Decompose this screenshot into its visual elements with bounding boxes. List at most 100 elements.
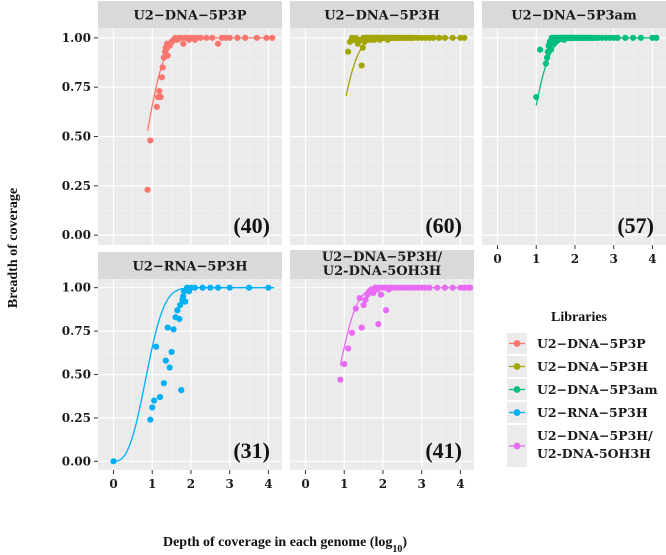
panel-u2-dna-5p3am: U2−DNA−5P3am (57) 0 1 2 3 4 bbox=[482, 1, 666, 266]
data-point bbox=[653, 34, 660, 41]
data-point bbox=[177, 301, 184, 309]
y-tick-label: 0.00 bbox=[62, 228, 91, 242]
data-point bbox=[253, 34, 260, 41]
data-point bbox=[226, 284, 233, 291]
data-point bbox=[341, 360, 348, 368]
facet-strip-label: U2−DNA−5P3H/ bbox=[322, 250, 443, 265]
data-point bbox=[547, 46, 555, 53]
legend-key-point bbox=[513, 363, 521, 370]
data-point bbox=[209, 34, 216, 41]
data-point bbox=[614, 34, 621, 41]
legend-label: U2−DNA−5P3am bbox=[537, 382, 658, 397]
panel-u2-rna-5p3h: U2−RNA−5P3H (31) 0.00 0.25 0.50 0.75 1.00 0 1 2 3 4 bbox=[62, 252, 282, 491]
data-point bbox=[182, 298, 189, 305]
x-tick-label: 4 bbox=[648, 252, 656, 266]
library-count: (31) bbox=[233, 438, 270, 463]
x-tick-label: 1 bbox=[148, 477, 156, 491]
data-point bbox=[345, 345, 352, 352]
y-tick-label: 0.00 bbox=[62, 454, 91, 468]
data-point bbox=[345, 48, 352, 55]
data-point bbox=[263, 34, 270, 41]
x-tick-label: 3 bbox=[418, 477, 426, 491]
legend-label: U2−DNA−5P3H bbox=[537, 359, 648, 374]
data-point bbox=[147, 416, 154, 423]
data-point bbox=[434, 284, 441, 291]
data-point bbox=[214, 284, 222, 291]
data-point bbox=[269, 34, 276, 41]
data-point bbox=[149, 404, 156, 411]
data-point bbox=[348, 329, 356, 336]
data-point bbox=[170, 326, 177, 333]
legend: Libraries U2−DNA−5P3P U2−DNA−5P3H U2−DNA−5P… bbox=[507, 310, 658, 467]
data-point bbox=[153, 343, 160, 350]
data-point bbox=[176, 315, 183, 323]
panel-u2-dna-5p3p: U2−DNA−5P3P (40) 0.00 0.25 0.50 0.75 1.00 bbox=[62, 1, 282, 245]
data-point bbox=[214, 40, 222, 47]
data-point bbox=[159, 64, 166, 71]
library-count: (60) bbox=[425, 213, 462, 238]
x-tick-label: 0 bbox=[109, 477, 117, 491]
facet-strip bbox=[98, 1, 282, 28]
data-point bbox=[180, 40, 187, 47]
data-point bbox=[629, 34, 637, 41]
data-point bbox=[197, 34, 204, 41]
data-point bbox=[358, 324, 365, 331]
legend-item-u2-dna-5p3am: U2−DNA−5P3am bbox=[507, 379, 658, 400]
data-point bbox=[375, 321, 382, 328]
panel-u2-dna-5p3h: U2−DNA−5P3H/U2-DNA-5OH3H (41) 0 1 2 3 4 bbox=[290, 250, 474, 491]
x-axis-title: Depth of coverage in each genome (log10) bbox=[163, 535, 407, 555]
y-tick-label: 0.50 bbox=[62, 368, 91, 382]
x-tick-label: 0 bbox=[301, 477, 309, 491]
legend-item-u2-dna-5p3p: U2−DNA−5P3P bbox=[507, 333, 646, 354]
y-tick-label: 0.25 bbox=[62, 179, 91, 193]
data-point bbox=[147, 137, 154, 144]
x-tick-label: 2 bbox=[379, 477, 387, 491]
data-point bbox=[180, 293, 187, 300]
facet-strip-label: U2-DNA-5OH3H bbox=[323, 264, 441, 279]
data-point bbox=[191, 284, 198, 291]
data-point bbox=[358, 62, 365, 69]
data-point bbox=[467, 284, 474, 291]
data-point bbox=[164, 52, 171, 59]
data-point bbox=[242, 34, 249, 41]
legend-key-point bbox=[513, 340, 521, 347]
data-point bbox=[156, 393, 164, 401]
x-tick-label: 1 bbox=[532, 252, 540, 266]
data-point bbox=[622, 34, 629, 41]
legend-item-u2-rna-5p3h: U2−RNA−5P3H bbox=[507, 402, 648, 423]
facet-strip bbox=[290, 250, 474, 279]
y-tick-label: 0.50 bbox=[62, 130, 91, 144]
data-point bbox=[144, 186, 151, 193]
data-point bbox=[207, 284, 214, 291]
data-point bbox=[426, 284, 433, 291]
facet-strip-label: U2−DNA−5P3H bbox=[324, 9, 440, 24]
library-count: (41) bbox=[425, 438, 462, 463]
legend-title: Libraries bbox=[551, 310, 608, 325]
data-point bbox=[337, 376, 344, 383]
data-point bbox=[362, 296, 369, 303]
data-point bbox=[166, 364, 173, 371]
data-point bbox=[234, 34, 241, 41]
legend-item-u2-dna-5p3h: U2−DNA−5P3H bbox=[507, 356, 648, 377]
y-tick-label: 1.00 bbox=[62, 31, 91, 45]
data-point bbox=[199, 284, 206, 291]
data-point bbox=[245, 284, 253, 291]
data-point bbox=[110, 458, 117, 465]
legend-key-point bbox=[513, 386, 521, 393]
legend-label: U2-DNA-5OH3H bbox=[537, 446, 651, 461]
data-point bbox=[441, 284, 449, 291]
data-point bbox=[436, 34, 443, 41]
data-point bbox=[382, 307, 390, 314]
legend-key-point bbox=[513, 409, 521, 416]
data-point bbox=[449, 34, 456, 41]
data-point bbox=[533, 93, 540, 101]
data-point bbox=[174, 307, 181, 314]
data-point bbox=[441, 34, 449, 41]
x-tick-label: 2 bbox=[187, 477, 195, 491]
x-tick-label: 3 bbox=[610, 252, 618, 266]
data-point bbox=[151, 397, 158, 404]
data-point bbox=[162, 357, 169, 364]
data-point bbox=[637, 34, 644, 41]
data-point bbox=[265, 284, 272, 291]
